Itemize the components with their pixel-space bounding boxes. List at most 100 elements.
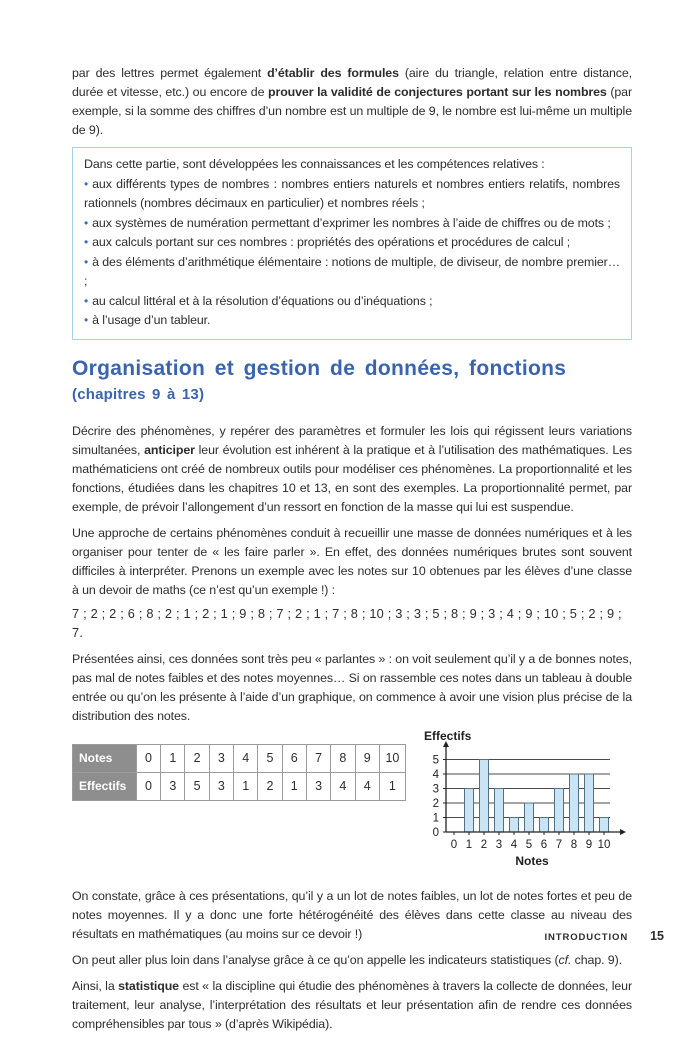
paragraph-statistique: Ainsi, la statistique est « la disciplin…	[72, 977, 632, 1034]
section-heading: Organisation et gestion de données, fonc…	[72, 356, 632, 406]
table-cell: 4	[233, 743, 259, 773]
svg-text:1: 1	[466, 839, 472, 851]
section-subtitle: (chapitres 9 à 13)	[72, 385, 205, 403]
paragraph-presentees: Présentées ainsi, ces données sont très …	[72, 650, 632, 726]
text-run: Ainsi, la	[72, 978, 119, 993]
svg-text:1: 1	[433, 812, 439, 824]
table-cell: 9	[354, 743, 380, 773]
paragraph-approche: Une approche de certains phénomènes cond…	[72, 524, 632, 600]
text-run: Présentées ainsi, ces données sont très …	[72, 651, 632, 723]
svg-text:0: 0	[433, 827, 439, 839]
italic-text: cf.	[558, 952, 572, 967]
table-cell: 1	[233, 771, 259, 801]
table-cell: 4	[354, 771, 380, 801]
bullet-text: aux différents types de nombres : nombre…	[84, 176, 620, 211]
bullet-icon: •	[84, 293, 89, 308]
bullet-item: • aux systèmes de numération permettant d…	[84, 214, 620, 234]
bullet-icon: •	[84, 254, 89, 269]
table-row: Effectifs 0 3 5 3 1 2 1 3 4 4 1	[72, 771, 407, 801]
intro-paragraph: par des lettres permet également d’établ…	[72, 64, 632, 140]
table-cell: 3	[208, 743, 235, 773]
text-run: leur évolution est inhérent à la pratiqu…	[72, 442, 633, 514]
svg-text:10: 10	[598, 839, 611, 851]
svg-text:8: 8	[571, 839, 577, 851]
info-box-intro: Dans cette partie, sont développées les …	[84, 157, 545, 171]
table-cell: 1	[378, 771, 407, 801]
svg-text:5: 5	[433, 754, 439, 766]
svg-text:4: 4	[433, 769, 440, 781]
svg-text:9: 9	[586, 839, 592, 851]
table-cell: 5	[257, 743, 283, 773]
table-cell: 5	[184, 771, 210, 801]
paragraph-constate: On constate, grâce à ces présentations, …	[72, 887, 632, 944]
bullet-item: • aux calculs portant sur ces nombres : p…	[84, 233, 620, 253]
text-run: (aire du triangle, relation entre distan…	[72, 66, 632, 99]
text-run: chap. 9).	[571, 952, 622, 967]
bullet-text: à l’usage d’un tableur.	[92, 313, 211, 327]
svg-text:3: 3	[496, 839, 502, 851]
svg-text:2: 2	[433, 798, 439, 810]
svg-text:Notes: Notes	[515, 854, 549, 868]
bold-text: prouver la validité de conjectures porta…	[268, 85, 607, 99]
effectifs-bar-chart: 0 1 2 3 4 5 6 7 8 9 10 0 1 2 3 4 5 Effectifs Notes	[420, 728, 632, 875]
text-run: (par exemple, si la somme des chiffres d…	[72, 85, 632, 137]
table-cell: 3	[208, 771, 235, 801]
section-title: Organisation et gestion de données, fonc…	[72, 356, 567, 380]
page-footer: INTRODUCTION 15	[544, 929, 664, 943]
bullet-item: • au calcul littéral et à la résolution d…	[84, 292, 620, 312]
bullet-text: au calcul littéral et à la résolution d’…	[92, 293, 433, 308]
footer-page-number: 15	[650, 929, 664, 943]
svg-text:6: 6	[541, 839, 547, 851]
svg-text:5: 5	[526, 839, 532, 851]
bullet-icon: •	[84, 313, 89, 327]
paragraph-indicateurs: On peut aller plus loin dans l’analyse g…	[72, 951, 632, 970]
svg-text:4: 4	[511, 839, 518, 851]
bullet-text: aux systèmes de numération permettant d’…	[92, 215, 611, 230]
bullet-text: aux calculs portant sur ces nombres : pr…	[92, 235, 571, 249]
text-run: On peut aller plus loin dans l’analyse g…	[72, 952, 559, 967]
table-row: Notes 0 1 2 3 4 5 6 7 8 9 10	[72, 743, 407, 773]
competences-bullet-list: • aux différents types de nombres : nombr…	[84, 175, 620, 331]
paragraph-decrire: Décrire des phénomènes, y repérer des pa…	[72, 422, 632, 517]
text-run: Décrire des phénomènes, y repérer des pa…	[72, 423, 632, 457]
notes-table-body: Notes 0 1 2 3 4 5 6 7 8 9 10 Effectifs 0 3 5 3 1 2 1 3 4 4 1	[72, 743, 407, 801]
notes-table: Notes 0 1 2 3 4 5 6 7 8 9 10 Effectifs 0 3 5 3 1 2 1 3 4 4 1	[72, 743, 407, 801]
bold-text: d’établir des formules	[267, 66, 399, 80]
text-run: Une approche de certains phénomènes cond…	[72, 525, 632, 597]
bullet-icon: •	[84, 235, 89, 249]
svg-text:3: 3	[433, 783, 439, 795]
svg-text:0: 0	[451, 839, 457, 851]
competences-info-box: Dans cette partie, sont développées les …	[72, 147, 632, 340]
bullet-text: à des éléments d’arithmétique élémentair…	[84, 254, 620, 289]
svg-text:7: 7	[556, 839, 562, 851]
bold-text: anticiper	[144, 442, 195, 457]
table-cell: 6	[281, 743, 307, 773]
table-cell: 0	[135, 743, 162, 773]
table-cell: 2	[257, 771, 283, 801]
table-cell: 1	[160, 743, 186, 773]
page-content: par des lettres permet également d’établ…	[72, 64, 632, 1041]
table-cell: 1	[281, 771, 307, 801]
footer-section-label: INTRODUCTION	[544, 932, 629, 943]
bullet-icon: •	[84, 215, 89, 230]
table-cell: 0	[135, 771, 162, 801]
table-cell: 3	[305, 771, 332, 801]
bullet-item: • à l’usage d’un tableur.	[84, 311, 620, 331]
row-header-cell: Notes	[72, 743, 137, 773]
table-cell: 8	[330, 743, 356, 773]
bullet-item: • aux différents types de nombres : nombr…	[84, 175, 620, 214]
row-header-cell: Effectifs	[72, 771, 137, 801]
bold-text: statistique	[118, 978, 179, 993]
book-page: { "accent_color": "#3a64ae", "box_border…	[72, 66, 664, 1031]
table-cell: 7	[305, 743, 332, 773]
table-cell: 2	[184, 743, 210, 773]
svg-text:2: 2	[481, 839, 487, 851]
bullet-icon: •	[84, 176, 89, 191]
text-run: par des lettres permet également	[72, 66, 268, 80]
svg-text:Effectifs: Effectifs	[424, 729, 472, 743]
table-cell: 10	[378, 743, 407, 773]
table-cell: 3	[160, 771, 186, 801]
text-run: On constate, grâce à ces présentations, …	[72, 888, 632, 941]
